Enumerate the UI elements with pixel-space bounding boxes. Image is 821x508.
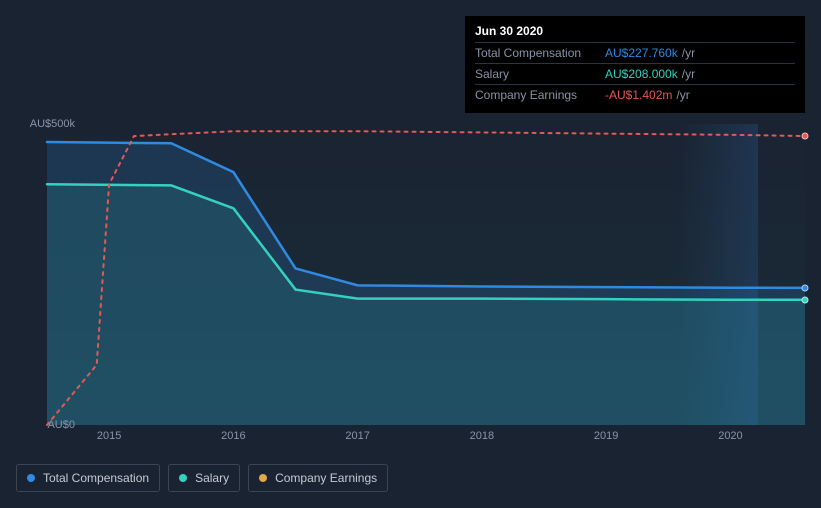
- tooltip-row: SalaryAU$208.000k/yr: [475, 63, 795, 84]
- legend-item[interactable]: Total Compensation: [16, 464, 160, 492]
- tooltip-row-suffix: /yr: [682, 46, 695, 60]
- legend-dot-icon: [27, 474, 35, 482]
- tooltip-row-label: Salary: [475, 67, 605, 81]
- x-tick-label: 2018: [470, 430, 494, 442]
- chart-svg: [47, 124, 805, 425]
- x-tick-label: 2015: [97, 430, 121, 442]
- compensation-chart: AU$500k AU$0: [16, 100, 805, 425]
- chart-tooltip: Jun 30 2020 Total CompensationAU$227.760…: [465, 16, 805, 113]
- series-end-marker: [802, 284, 809, 291]
- series-end-marker: [802, 296, 809, 303]
- chart-legend: Total Compensation Salary Company Earnings: [16, 464, 388, 492]
- tooltip-row: Total CompensationAU$227.760k/yr: [475, 42, 795, 63]
- plot-area[interactable]: AU$500k AU$0: [47, 124, 805, 425]
- tooltip-row-value: AU$208.000k: [605, 67, 678, 81]
- tooltip-row-value: -AU$1.402m: [605, 88, 672, 102]
- x-axis-labels: 2015 2016 2017 2018 2019 2020: [47, 430, 805, 446]
- x-tick-label: 2020: [718, 430, 742, 442]
- tooltip-row-label: Total Compensation: [475, 46, 605, 60]
- legend-label: Company Earnings: [275, 471, 377, 485]
- legend-dot-icon: [179, 474, 187, 482]
- legend-item[interactable]: Company Earnings: [248, 464, 388, 492]
- tooltip-row: Company Earnings-AU$1.402m/yr: [475, 84, 795, 105]
- legend-item[interactable]: Salary: [168, 464, 240, 492]
- legend-label: Total Compensation: [43, 471, 149, 485]
- x-tick-label: 2019: [594, 430, 618, 442]
- series-area: [47, 184, 805, 425]
- tooltip-row-value: AU$227.760k: [605, 46, 678, 60]
- legend-label: Salary: [195, 471, 229, 485]
- x-tick-label: 2016: [221, 430, 245, 442]
- tooltip-rows: Total CompensationAU$227.760k/yrSalaryAU…: [475, 42, 795, 105]
- series-end-marker: [802, 133, 809, 140]
- y-tick-max: AU$500k: [17, 118, 75, 130]
- tooltip-row-suffix: /yr: [676, 88, 689, 102]
- tooltip-row-suffix: /yr: [682, 67, 695, 81]
- tooltip-date: Jun 30 2020: [475, 24, 795, 38]
- legend-dot-icon: [259, 474, 267, 482]
- tooltip-row-label: Company Earnings: [475, 88, 605, 102]
- x-tick-label: 2017: [345, 430, 369, 442]
